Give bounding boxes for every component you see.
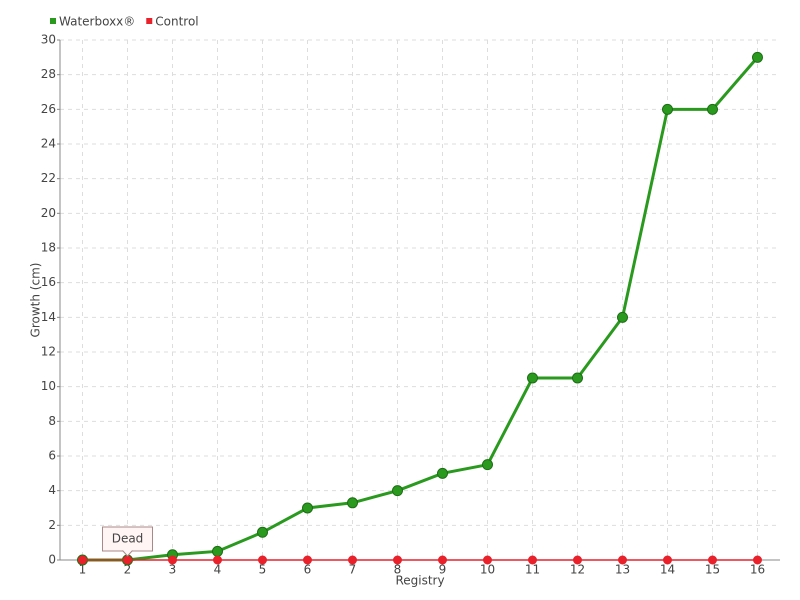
x-tick-label: 8 — [394, 563, 402, 577]
annotation-text: Dead — [112, 532, 144, 546]
data-point — [663, 555, 672, 565]
y-tick-label: 30 — [41, 33, 56, 47]
x-tick-label: 14 — [660, 563, 675, 577]
data-point — [527, 372, 538, 384]
data-point — [212, 545, 223, 557]
y-tick-label: 12 — [41, 345, 56, 359]
data-point — [437, 467, 448, 479]
data-point — [257, 526, 268, 538]
y-tick-label: 14 — [41, 310, 56, 324]
data-point — [347, 497, 358, 509]
data-point — [303, 555, 312, 565]
x-tick-label: 15 — [705, 563, 720, 577]
data-point — [708, 555, 717, 565]
x-tick-label: 10 — [480, 563, 495, 577]
x-tick-label: 3 — [169, 563, 177, 577]
x-tick-label: 6 — [304, 563, 312, 577]
y-tick-label: 28 — [41, 67, 56, 81]
y-tick-label: 2 — [48, 518, 56, 532]
data-point — [392, 485, 403, 497]
data-point — [483, 555, 492, 565]
x-tick-label: 9 — [439, 563, 447, 577]
data-point — [482, 459, 493, 471]
y-tick-label: 4 — [48, 483, 56, 497]
y-tick-label: 0 — [48, 553, 56, 567]
x-tick-label: 7 — [349, 563, 357, 577]
data-point — [528, 555, 537, 565]
x-tick-label: 2 — [124, 563, 132, 577]
y-tick-label: 18 — [41, 241, 56, 255]
x-tick-label: 12 — [570, 563, 585, 577]
x-tick-label: 16 — [750, 563, 765, 577]
y-tick-label: 6 — [48, 449, 56, 463]
data-point — [573, 555, 582, 565]
data-point — [78, 555, 87, 565]
data-point — [662, 103, 673, 115]
y-tick-label: 8 — [48, 414, 56, 428]
x-axis-label: Registry — [395, 574, 444, 588]
x-tick-label: 13 — [615, 563, 630, 577]
x-tick-label: 5 — [259, 563, 267, 577]
x-tick-label: 1 — [79, 563, 87, 577]
data-point — [393, 555, 402, 565]
data-point — [572, 372, 583, 384]
data-point — [707, 103, 718, 115]
data-point — [123, 555, 132, 565]
x-tick-label: 4 — [214, 563, 222, 577]
legend-label: Control — [155, 15, 198, 29]
data-point — [348, 555, 357, 565]
data-point — [618, 555, 627, 565]
y-tick-label: 22 — [41, 171, 56, 185]
data-point — [617, 311, 628, 323]
y-tick-label: 26 — [41, 102, 56, 116]
y-axis-label: Growth (cm) — [29, 263, 43, 338]
data-point — [438, 555, 447, 565]
legend-swatch — [50, 18, 56, 24]
data-point — [752, 51, 763, 63]
y-tick-label: 16 — [41, 275, 56, 289]
y-tick-label: 24 — [41, 137, 56, 151]
annotation-pointer — [122, 550, 133, 557]
data-point — [258, 555, 267, 565]
y-tick-label: 10 — [41, 379, 56, 393]
legend-swatch — [146, 18, 153, 24]
data-point — [753, 555, 762, 565]
legend-label: Waterboxx® — [59, 15, 135, 29]
data-point — [302, 502, 313, 514]
series-line — [82, 56, 759, 562]
y-tick-label: 20 — [41, 206, 56, 220]
x-tick-label: 11 — [525, 563, 540, 577]
data-point — [168, 555, 177, 565]
data-point — [213, 555, 222, 565]
